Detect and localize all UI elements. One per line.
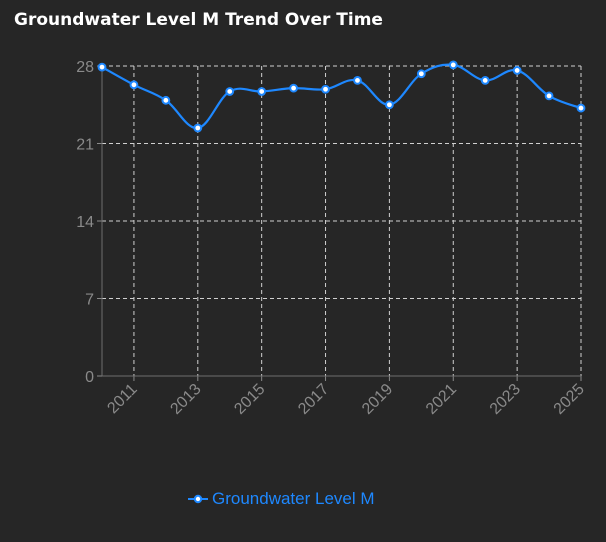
data-point[interactable] (193, 123, 203, 133)
y-tick-label: 0 (85, 369, 94, 386)
x-tick-label: 2013 (167, 381, 204, 418)
series-groundwater-level (97, 60, 586, 133)
x-tick-label: 2015 (231, 381, 268, 418)
data-point[interactable] (289, 83, 299, 93)
data-point[interactable] (321, 84, 330, 94)
data-point[interactable] (512, 66, 522, 75)
y-axis-tick-labels: 0 7 14 21 28 (76, 59, 94, 386)
x-tick-label: 2011 (104, 381, 140, 417)
grid-lines (102, 65, 582, 376)
x-tick-label: 2021 (423, 381, 460, 418)
data-point[interactable] (544, 91, 554, 101)
legend[interactable]: Groundwater Level M (188, 489, 375, 509)
x-tick-label: 2019 (359, 381, 396, 418)
chart-title: Groundwater Level M Trend Over Time (14, 10, 383, 30)
y-tick-label: 28 (76, 59, 94, 76)
data-point[interactable] (97, 62, 107, 72)
legend-swatch-icon (188, 494, 208, 504)
y-tick-label: 14 (76, 214, 94, 231)
data-point[interactable] (129, 80, 139, 90)
x-tick-label: 2025 (551, 381, 588, 418)
x-axis-tick-labels: 2011 2013 2015 2017 2019 2021 2023 2025 (104, 381, 587, 418)
data-point[interactable] (576, 103, 586, 113)
x-tick-label: 2023 (487, 381, 524, 418)
series-line (101, 63, 582, 130)
data-point[interactable] (161, 95, 171, 105)
data-point[interactable] (385, 100, 394, 110)
data-point[interactable] (353, 75, 362, 85)
data-point[interactable] (257, 87, 267, 96)
legend-label: Groundwater Level M (212, 489, 375, 508)
axes (97, 65, 582, 381)
y-tick-label: 7 (85, 292, 94, 309)
data-point[interactable] (448, 60, 458, 70)
data-point[interactable] (416, 69, 426, 79)
data-point[interactable] (225, 87, 235, 96)
x-tick-label: 2017 (295, 381, 332, 418)
y-tick-label: 21 (76, 137, 94, 154)
data-point[interactable] (480, 75, 490, 85)
